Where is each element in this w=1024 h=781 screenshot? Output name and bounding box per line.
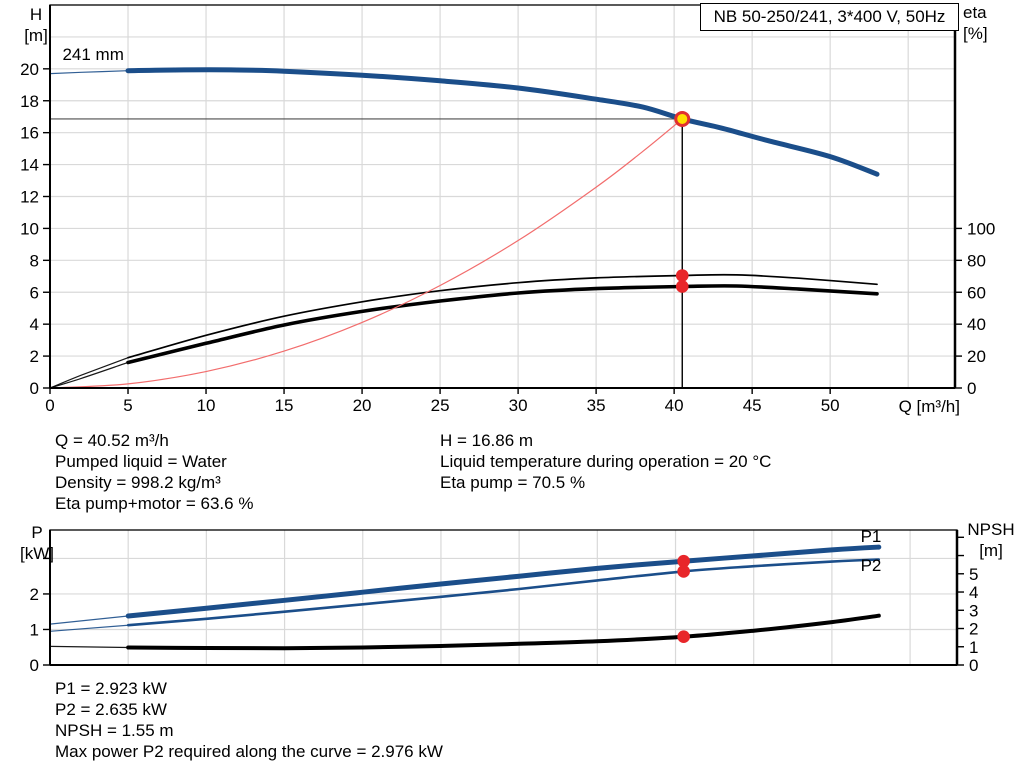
y-tick-right-label: 1 (969, 638, 978, 657)
p2-point (677, 565, 690, 578)
y-tick-right-label: 0 (967, 379, 976, 398)
p2-curve-thin (49, 624, 129, 632)
npsh-axis-label: NPSH [m] (967, 520, 1015, 560)
duty-info-right: H = 16.86 m Liquid temperature during op… (440, 430, 771, 493)
y-tick-right-label: 60 (967, 283, 986, 302)
p2-curve (126, 558, 881, 627)
npsh-point (677, 630, 690, 644)
p1-curve-thin (49, 615, 129, 625)
head-readout: H = 16.86 m (440, 431, 534, 450)
eta-pump-curve (127, 273, 878, 359)
y-tick-left-label: 16 (20, 124, 39, 143)
eta-pump-point (675, 269, 689, 282)
y-tick-left-label: 18 (20, 92, 39, 111)
y-tick-left-label: 1 (30, 620, 39, 639)
eta-pump-motor-curve (126, 284, 879, 365)
p-axis-label: P [kW] (20, 523, 54, 563)
y-tick-left-label: 10 (20, 219, 39, 238)
y-tick-right-label: 5 (969, 565, 978, 584)
eta-pump-motor-readout: Eta pump+motor = 63.6 % (55, 494, 254, 513)
p2-curve-label: P2 (861, 556, 882, 575)
y-tick-left-label: 6 (30, 283, 39, 302)
max-power-readout: Max power P2 required along the curve = … (55, 742, 443, 761)
impeller-diameter-label: 241 mm (62, 45, 123, 64)
eta-pump-curve-thin (49, 357, 129, 389)
y-tick-right-label: 3 (969, 601, 978, 620)
liquid-temperature-readout: Liquid temperature during operation = 20… (440, 452, 772, 471)
x-tick-label: 20 (353, 396, 372, 415)
head-curve (125, 67, 880, 177)
x-tick-label: 15 (275, 396, 294, 415)
y-tick-left-label: 20 (20, 60, 39, 79)
flow-readout: Q = 40.52 m³/h (55, 431, 169, 450)
x-tick-label: 35 (587, 396, 606, 415)
y-tick-left-label: 4 (30, 315, 39, 334)
duty-point[interactable] (674, 110, 691, 127)
p1-curve (125, 544, 882, 619)
y-tick-left-label: 14 (20, 156, 39, 175)
density-readout: Density = 998.2 kg/m³ (55, 473, 221, 492)
x-tick-label: 40 (665, 396, 684, 415)
y-tick-right-label: 100 (967, 219, 995, 238)
pumped-liquid-readout: Pumped liquid = Water (55, 452, 227, 471)
eta-pump-motor-point (675, 280, 689, 293)
y-tick-left-label: 2 (30, 585, 39, 604)
x-tick-label: 10 (197, 396, 216, 415)
eta-pump-motor-curve-thin (49, 361, 129, 389)
eta-pump-readout: Eta pump = 70.5 % (440, 473, 586, 492)
y-tick-left-label: 8 (30, 251, 39, 270)
npsh-readout: NPSH = 1.55 m (55, 721, 174, 740)
y-tick-left-label: 2 (30, 347, 39, 366)
p1-point (677, 554, 690, 568)
x-tick-label: 45 (743, 396, 762, 415)
y-tick-right-label: 2 (969, 620, 978, 639)
y-tick-left-label: 0 (30, 656, 39, 675)
duty-info-left: Q = 40.52 m³/h Pumped liquid = Water Den… (55, 430, 253, 514)
y-tick-right-label: 0 (969, 656, 978, 675)
p2-readout: P2 = 2.635 kW (55, 700, 167, 719)
x-tick-label: 5 (123, 396, 132, 415)
x-tick-label: 30 (509, 396, 528, 415)
x-tick-label: 50 (821, 396, 840, 415)
y-tick-right-label: 20 (967, 347, 986, 366)
head-curve-thin (49, 70, 129, 75)
y-tick-left-label: 12 (20, 188, 39, 207)
system-curve (49, 118, 683, 389)
npsh-curve (126, 613, 881, 651)
x-tick-label: 25 (431, 396, 450, 415)
x-tick-label: 0 (45, 396, 54, 415)
y-tick-right-label: 80 (967, 251, 986, 270)
h-axis-label: H [m] (24, 5, 48, 45)
p1-readout: P1 = 2.923 kW (55, 679, 167, 698)
npsh-curve-thin (49, 645, 129, 649)
p1-curve-label: P1 (861, 527, 882, 546)
y-tick-right-label: 4 (969, 583, 978, 602)
y-tick-right-label: 40 (967, 315, 986, 334)
y-tick-left-label: 0 (30, 379, 39, 398)
q-axis-label: Q [m³/h] (898, 397, 960, 416)
eta-axis-label: eta [%] (963, 3, 988, 43)
pump-type-label: NB 50-250/241, 3*400 V, 50Hz (700, 3, 959, 31)
power-info: P1 = 2.923 kW P2 = 2.635 kW NPSH = 1.55 … (55, 678, 443, 762)
